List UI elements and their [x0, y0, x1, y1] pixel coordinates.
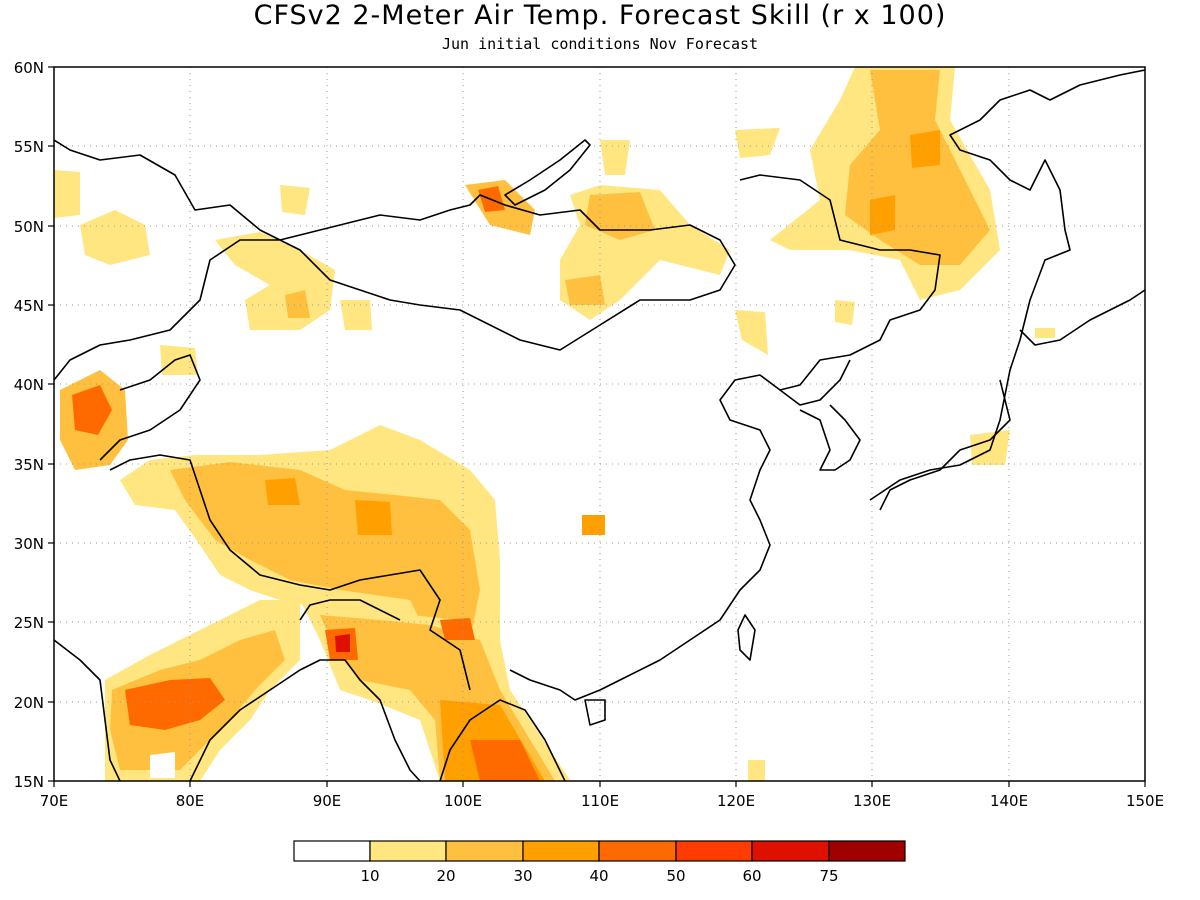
colorbar-swatch [598, 840, 677, 862]
skill-region [835, 300, 855, 325]
skill-region [565, 275, 605, 305]
lon-tick-label: 70E [40, 792, 69, 810]
skill-region [735, 128, 780, 158]
lon-tick-label: 110E [581, 792, 619, 810]
colorbar-label: 20 [436, 867, 455, 885]
colorbar: 10 20 30 40 50 60 75 [293, 840, 906, 885]
lat-tick-label: 50N [14, 218, 44, 236]
country-border-icon [739, 174, 941, 391]
skill-region [735, 310, 768, 355]
skill-region [54, 170, 80, 218]
coastline-icon [879, 379, 1011, 511]
skill-region [170, 462, 480, 640]
coastline-icon [737, 614, 756, 661]
skill-region [215, 232, 335, 330]
lon-tick-label: 80E [176, 792, 205, 810]
skill-region [340, 300, 372, 330]
colorbar-swatch [369, 840, 447, 862]
colorbar-swatch [445, 840, 524, 862]
skill-region [80, 210, 150, 265]
colorbar-swatch [675, 840, 753, 862]
lat-tick-label: 45N [14, 297, 44, 315]
skill-region [470, 740, 540, 781]
coastline-icon [1019, 289, 1145, 346]
lon-tick-label: 130E [853, 792, 891, 810]
skill-region [748, 760, 765, 781]
axis-ticks [48, 66, 1146, 787]
skill-region [280, 185, 310, 215]
skill-region [440, 618, 475, 640]
colorbar-label: 60 [742, 867, 761, 885]
skill-region [870, 195, 895, 235]
skill-region [600, 140, 630, 175]
colorbar-swatch [828, 840, 906, 862]
skill-region [125, 678, 225, 730]
lat-tick-label: 20N [14, 694, 44, 712]
country-border-icon [109, 454, 471, 691]
lat-tick-label: 35N [14, 456, 44, 474]
coastline-icon [189, 659, 421, 781]
colorbar-label: 50 [666, 867, 685, 885]
lat-tick-label: 30N [14, 535, 44, 553]
lat-tick-label: 60N [14, 59, 44, 77]
skill-region [150, 752, 175, 778]
lon-tick-label: 90E [313, 792, 342, 810]
lon-tick-label: 140E [990, 792, 1028, 810]
coastline-icon [584, 699, 606, 726]
chart-title: CFSv2 2-Meter Air Temp. Forecast Skill (… [253, 0, 947, 31]
skill-region [285, 290, 310, 318]
country-border-icon [299, 599, 401, 621]
coastline-icon [869, 69, 1145, 501]
lon-axis-labels: 70E 80E 90E 100E 110E 120E 130E 140E 150… [40, 792, 1164, 810]
coastline-icon [54, 639, 121, 781]
lat-tick-label: 55N [14, 138, 44, 156]
colorbar-label: 10 [360, 867, 379, 885]
skill-region [355, 500, 392, 535]
lat-tick-label: 25N [14, 614, 44, 632]
skill-shading [54, 67, 1055, 781]
skill-region [265, 478, 300, 505]
lake-icon [504, 139, 591, 206]
colorbar-label: 40 [589, 867, 608, 885]
colorbar-label: 30 [513, 867, 532, 885]
chart-subtitle: Jun initial conditions Nov Forecast [441, 35, 759, 53]
coastline-icon [439, 699, 566, 781]
lat-tick-label: 40N [14, 376, 44, 394]
skill-region [582, 515, 605, 535]
coastline-icon [54, 139, 736, 381]
coastline-icon [799, 404, 861, 471]
lon-tick-label: 100E [444, 792, 482, 810]
colorbar-swatch [293, 840, 371, 862]
lon-tick-label: 150E [1126, 792, 1164, 810]
skill-region [72, 385, 112, 435]
colorbar-swatch [522, 840, 600, 862]
colorbar-swatch [751, 840, 830, 862]
lat-tick-label: 15N [14, 773, 44, 791]
skill-region [335, 634, 350, 652]
colorbar-label: 75 [819, 867, 838, 885]
skill-region [1035, 328, 1055, 338]
lon-tick-label: 120E [717, 792, 755, 810]
skill-region [160, 345, 198, 375]
skill-region [585, 192, 655, 240]
lat-axis-labels: 15N 20N 25N 30N 35N 40N 45N 50N 55N 60N [14, 59, 44, 791]
country-border-icon [99, 354, 201, 461]
skill-region [910, 130, 940, 168]
coastline-icon [509, 359, 851, 701]
